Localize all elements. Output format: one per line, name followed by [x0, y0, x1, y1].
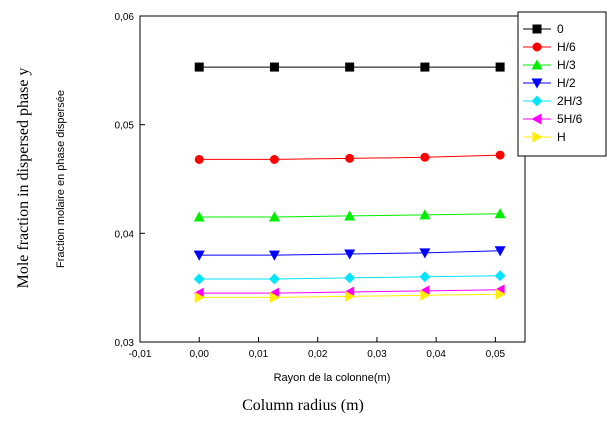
- data-point: [494, 246, 506, 257]
- data-point: [344, 272, 356, 284]
- series-4: [193, 270, 506, 285]
- y-tick-label: 0,05: [115, 121, 135, 132]
- legend-label: H: [557, 130, 566, 144]
- series-layer: [193, 62, 506, 303]
- data-point: [345, 153, 355, 163]
- data-point: [420, 152, 430, 162]
- data-point: [193, 250, 205, 261]
- data-point: [494, 270, 506, 282]
- data-point: [495, 288, 506, 300]
- x-tick-label: 0,02: [308, 349, 328, 360]
- legend-item: H/2: [523, 76, 576, 90]
- legend-label: 5H/6: [557, 112, 583, 126]
- series-3: [193, 246, 506, 261]
- data-point: [495, 150, 505, 160]
- data-point: [420, 289, 431, 301]
- data-point: [193, 273, 205, 285]
- legend-item: H: [523, 130, 566, 144]
- legend-label: H/2: [557, 76, 576, 90]
- data-point: [419, 209, 431, 220]
- legend-label: 0: [557, 22, 564, 36]
- x-axis-label-en: Column radius (m): [242, 397, 364, 414]
- legend-label: H/3: [557, 58, 576, 72]
- legend-label: 2H/3: [557, 94, 583, 108]
- data-point: [268, 250, 280, 261]
- data-point: [193, 211, 205, 222]
- legend-marker: [532, 24, 542, 34]
- x-tick-label: -0,01: [129, 349, 152, 360]
- series-0: [194, 62, 505, 72]
- data-point: [345, 290, 356, 302]
- data-point: [194, 154, 204, 164]
- data-point: [344, 249, 356, 260]
- data-point: [268, 211, 280, 222]
- legend: 0 H/6 H/3 H/2 2H/3 5H/6 H: [517, 11, 607, 157]
- x-tick-label: 0,00: [189, 349, 209, 360]
- legend-marker: [531, 113, 542, 125]
- legend-marker: [532, 42, 542, 52]
- series-1: [194, 150, 505, 164]
- legend-item: H/6: [523, 40, 576, 54]
- data-point: [419, 271, 431, 283]
- data-point: [344, 210, 356, 221]
- y-tick-label: 0,06: [115, 12, 135, 23]
- data-point: [269, 291, 281, 303]
- data-point: [494, 208, 506, 219]
- legend-item: 0: [523, 22, 564, 36]
- x-tick-label: 0,05: [486, 349, 506, 360]
- data-point: [419, 248, 431, 259]
- data-point: [345, 62, 355, 72]
- legend-marker: [531, 59, 543, 70]
- legend-marker: [532, 131, 543, 143]
- data-point: [495, 62, 505, 72]
- legend-item: 5H/6: [523, 112, 583, 126]
- x-tick-label: 0,03: [367, 349, 387, 360]
- data-point: [269, 273, 280, 285]
- data-point: [269, 154, 279, 164]
- data-point: [194, 291, 205, 303]
- y-axis-label-en: Mole fraction in dispersed phase y: [15, 68, 32, 289]
- plot-frame: [139, 15, 526, 343]
- series-6: [194, 288, 506, 303]
- legend-item: 2H/3: [523, 94, 583, 108]
- legend-item: H/3: [523, 58, 576, 72]
- legend-label: H/6: [557, 40, 576, 54]
- series-2: [193, 208, 506, 222]
- y-tick-label: 0,04: [115, 229, 135, 240]
- data-point: [420, 62, 430, 72]
- data-point: [194, 62, 204, 72]
- legend-marker: [531, 78, 543, 89]
- y-axis: 0,03 0,04 0,05 0,06: [115, 12, 145, 349]
- y-axis-label: Fraction molaire en phase dispersée: [55, 90, 67, 268]
- data-point: [269, 62, 279, 72]
- legend-marker: [531, 95, 543, 107]
- x-tick-label: 0,01: [249, 349, 269, 360]
- x-axis-label: Rayon de la colonne(m): [274, 372, 391, 384]
- x-axis: -0,01 0,00 0,01 0,02 0,03 0,04 0,05: [129, 337, 506, 360]
- y-tick-label: 0,03: [115, 338, 135, 349]
- x-tick-label: 0,04: [426, 349, 446, 360]
